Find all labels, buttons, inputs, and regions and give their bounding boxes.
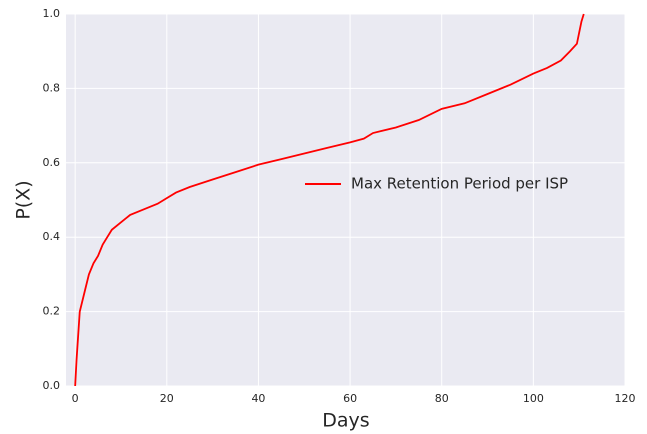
y-tick-label: 0.6 — [43, 156, 61, 169]
y-tick-label: 0.4 — [43, 230, 61, 243]
y-tick-label: 0.8 — [43, 81, 61, 94]
y-tick-label: 1.0 — [43, 7, 61, 20]
x-tick-label: 0 — [72, 392, 79, 405]
y-axis-label: P(X) — [13, 180, 35, 219]
x-tick-label: 120 — [615, 392, 636, 405]
y-tick-label: 0.0 — [43, 379, 61, 392]
x-tick-label: 40 — [251, 392, 265, 405]
data-line — [74, 13, 585, 387]
legend-label: Max Retention Period per ISP — [351, 175, 568, 193]
x-axis-label: Days — [322, 410, 369, 432]
x-tick-label: 20 — [160, 392, 174, 405]
y-tick-label: 0.2 — [43, 305, 61, 318]
x-tick-label: 80 — [435, 392, 449, 405]
plot-area — [66, 14, 625, 386]
x-tick-label: 100 — [523, 392, 544, 405]
x-tick-label: 60 — [343, 392, 357, 405]
